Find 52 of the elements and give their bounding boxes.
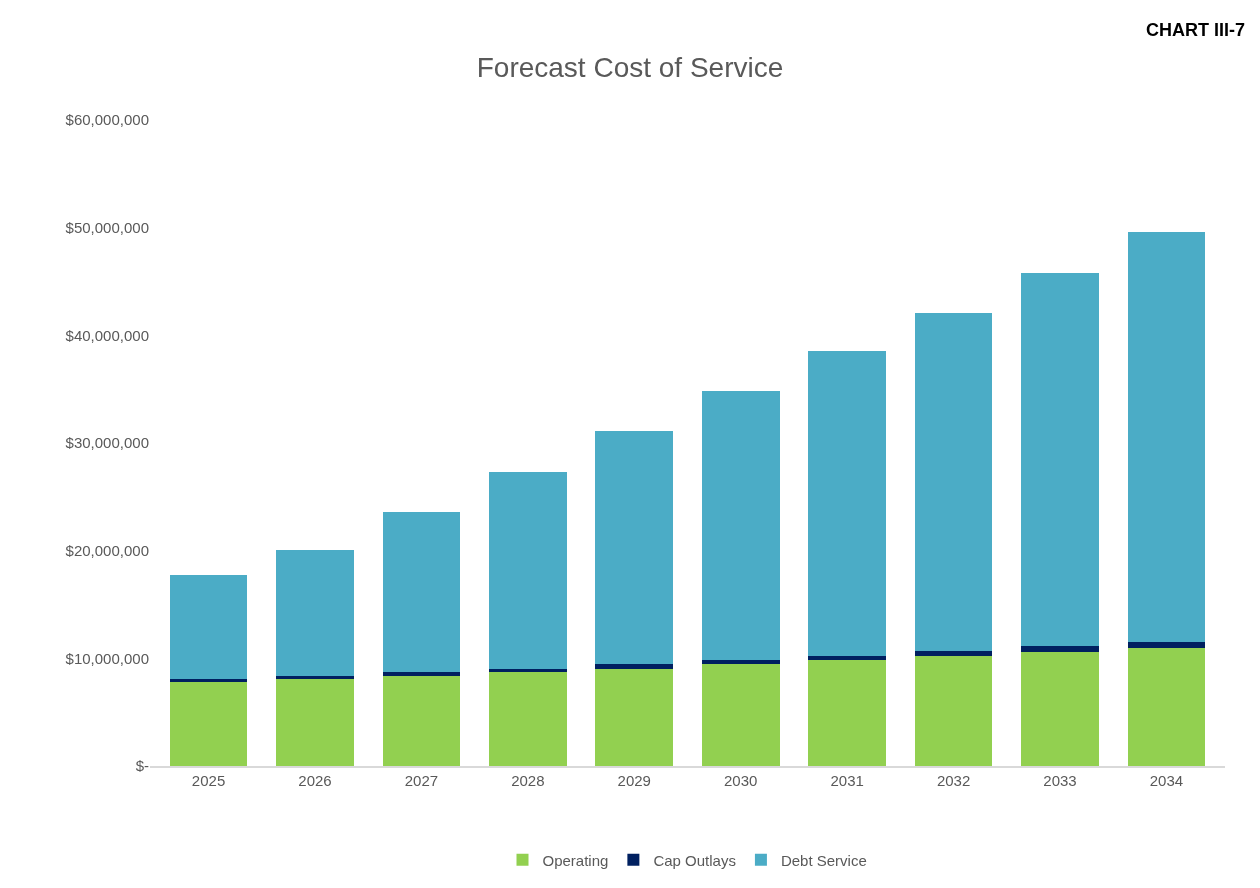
bar: [701, 660, 780, 664]
bar: [808, 656, 886, 661]
legend-label: Operating: [542, 851, 609, 869]
bar: [701, 391, 780, 661]
bar: [595, 663, 674, 670]
legend-label: Debt Service: [780, 851, 867, 869]
x-tick-label: 2031: [830, 772, 864, 789]
bar: [276, 549, 354, 676]
bar: [382, 675, 461, 766]
bar: [489, 672, 567, 766]
bar: [701, 663, 780, 766]
x-tick-label: 2030: [724, 772, 758, 789]
chart-title: Forecast Cost of Service: [476, 52, 784, 84]
bar: [808, 660, 886, 766]
bar: [489, 669, 567, 673]
bar: [808, 351, 886, 657]
x-tick-label: 2034: [1149, 772, 1184, 789]
bar: [1127, 642, 1206, 648]
y-tick-label: $30,000,000: [65, 434, 149, 452]
bar: [595, 431, 674, 664]
bar: [914, 656, 993, 766]
legend-label: Cap Outlays: [653, 851, 736, 869]
x-tick-label: 2027: [404, 772, 439, 789]
bar: [276, 678, 354, 766]
bar: [1127, 647, 1206, 766]
bar: [169, 682, 248, 766]
bar: [382, 672, 461, 676]
x-tick-label: 2028: [511, 772, 545, 789]
y-tick-label: $50,000,000: [65, 218, 149, 236]
x-tick-label: 2033: [1043, 772, 1077, 789]
bar: [1021, 272, 1099, 647]
bar: [489, 472, 567, 670]
bar: [276, 675, 354, 679]
y-tick-label: $-: [135, 757, 149, 775]
bar: [914, 650, 993, 657]
bar: [169, 678, 248, 683]
x-tick-label: 2025: [191, 772, 226, 789]
x-tick-label: 2029: [617, 772, 651, 789]
y-tick-label: $20,000,000: [65, 541, 149, 559]
bar: [1021, 646, 1099, 652]
x-tick-label: 2026: [298, 772, 332, 789]
bar: [914, 312, 993, 651]
y-tick-label: $60,000,000: [65, 111, 149, 129]
bar: [1021, 651, 1099, 766]
bar: [382, 511, 461, 673]
text: CHART III-7: [1146, 20, 1245, 40]
x-tick-label: 2032: [936, 772, 971, 789]
y-tick-label: $10,000,000: [65, 649, 149, 667]
y-tick-label: $40,000,000: [65, 326, 149, 344]
bar: [169, 575, 248, 679]
bar: [1127, 231, 1206, 643]
bar: [595, 669, 674, 766]
